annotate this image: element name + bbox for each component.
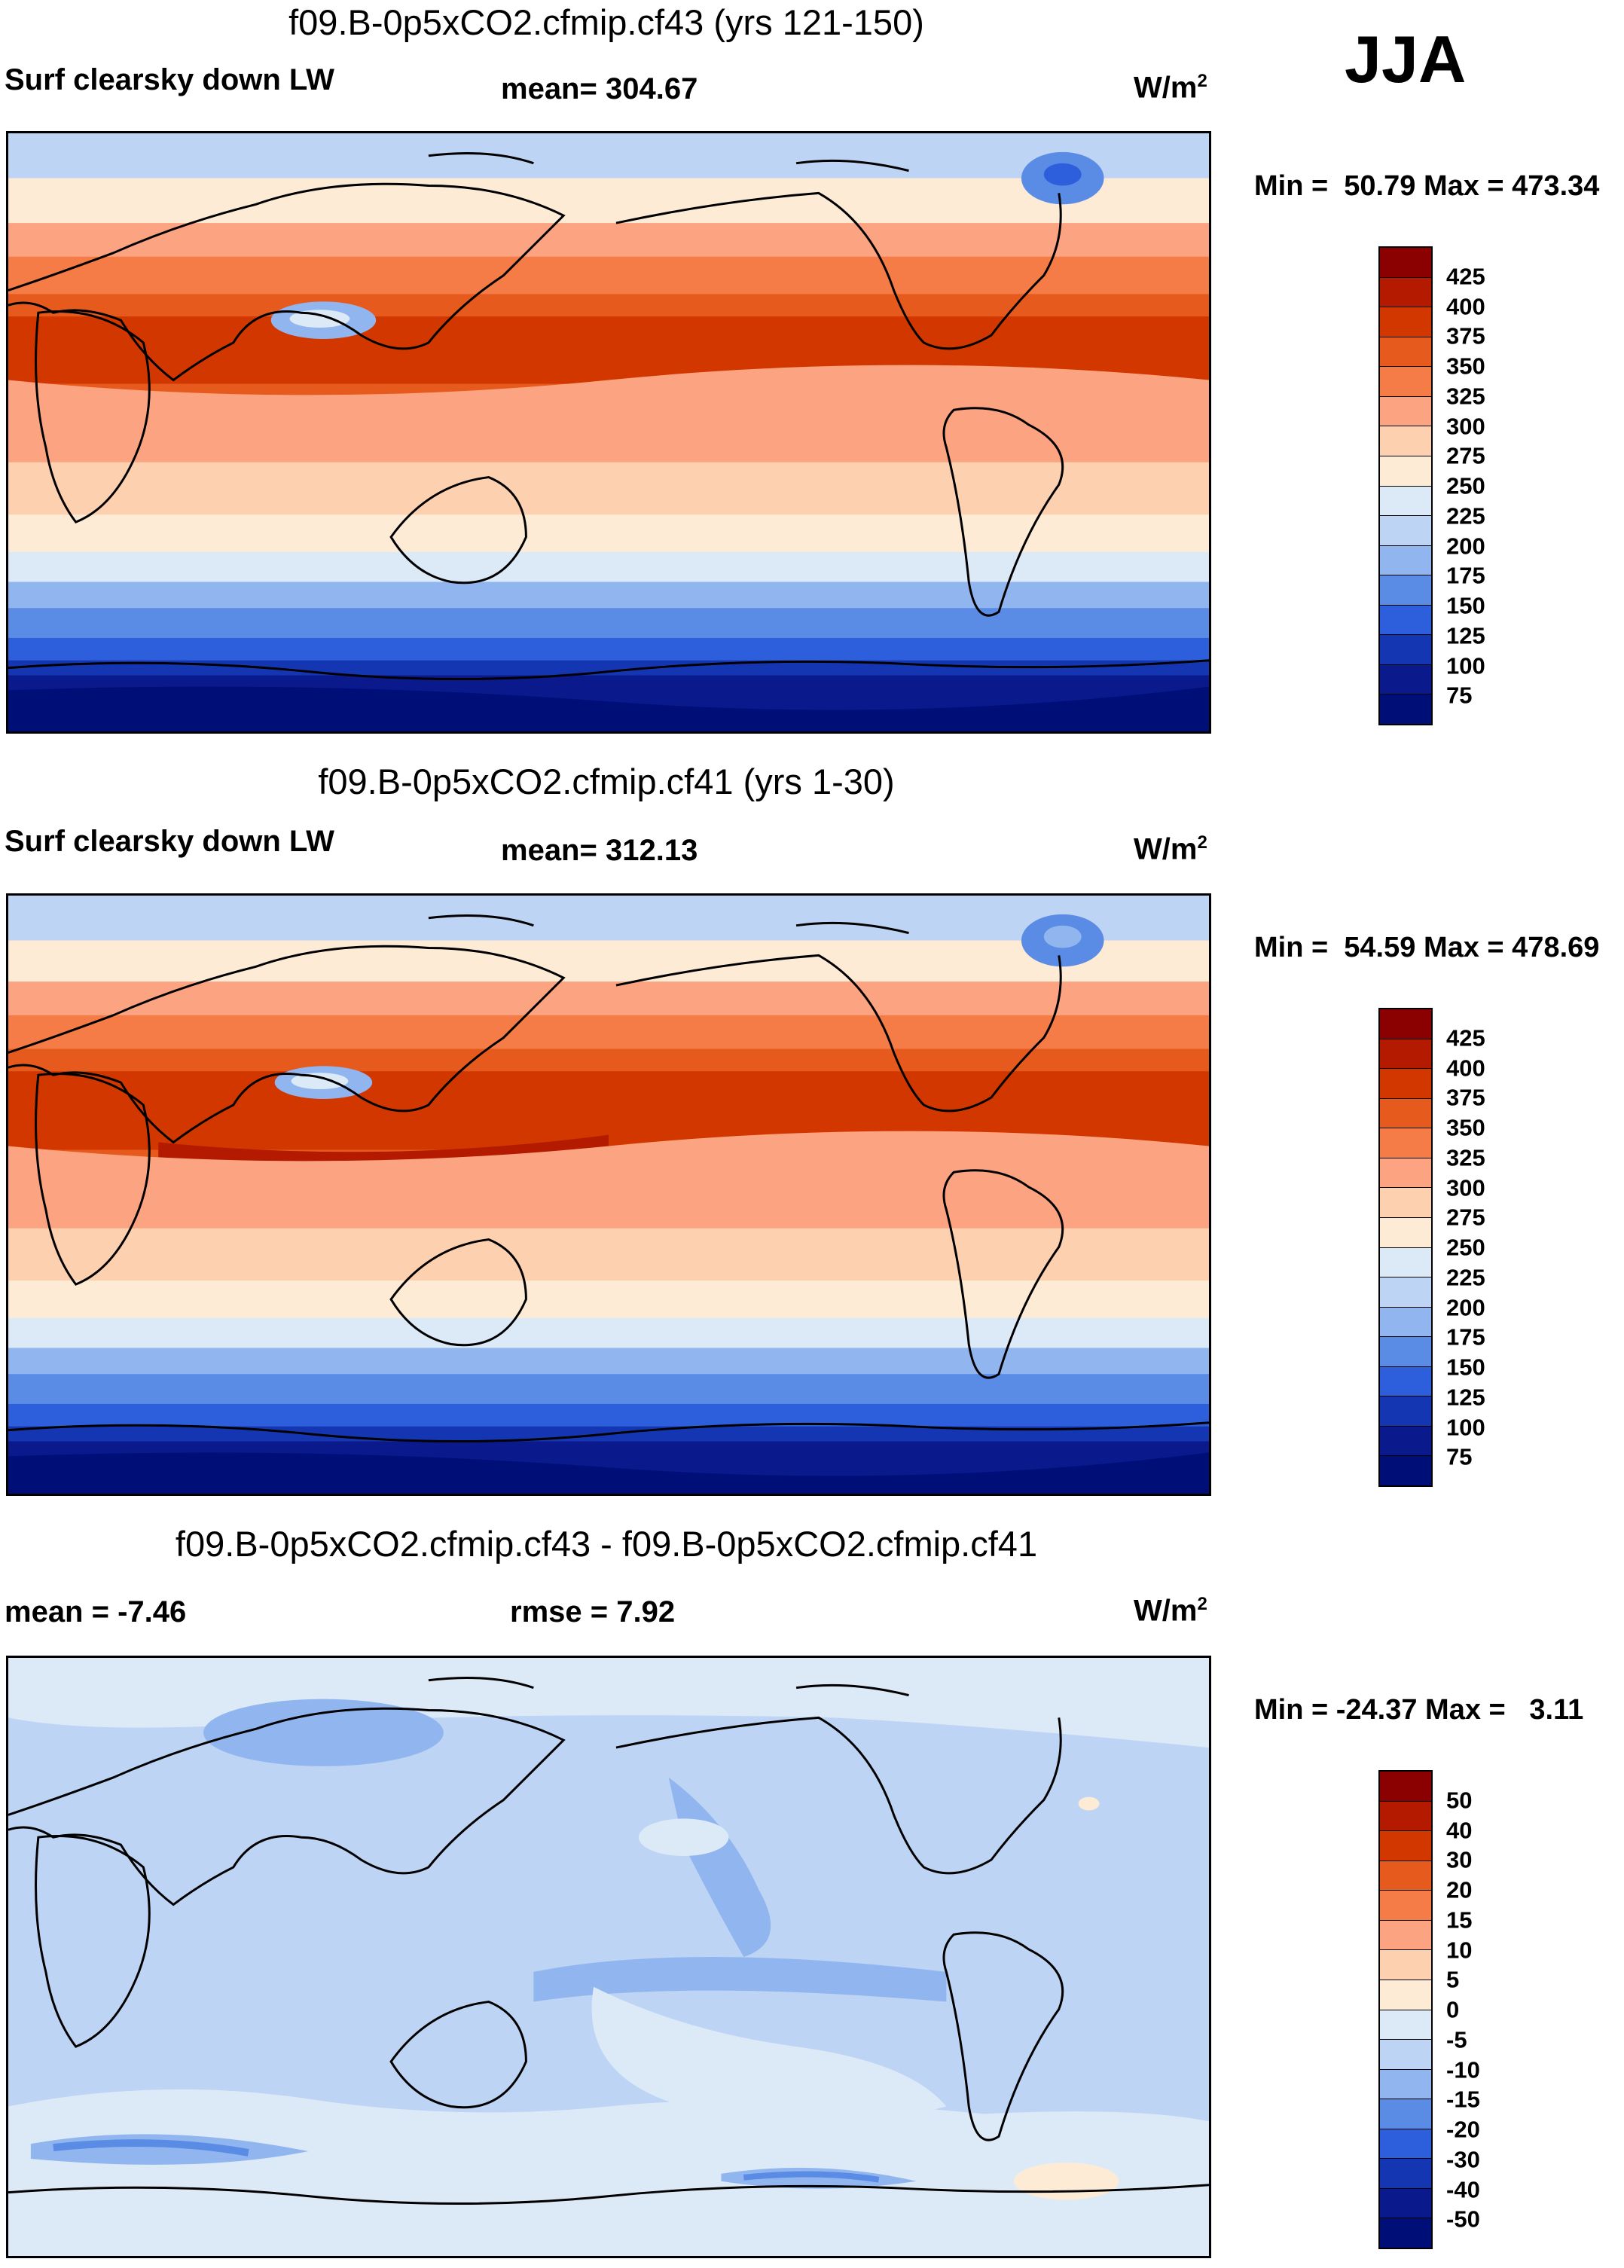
panel-3-mean-label: mean = -7.46: [5, 1595, 187, 1629]
colorbar-tick: 400: [1446, 1055, 1485, 1081]
colorbar-tick: 40: [1446, 1817, 1473, 1843]
colorbar-tick: 20: [1446, 1876, 1473, 1903]
colorbar-tick: 400: [1446, 293, 1485, 319]
colorbar-tick: -10: [1446, 2056, 1480, 2083]
colorbar-tick: 75: [1446, 1443, 1473, 1470]
colorbar-tick: 125: [1446, 622, 1485, 649]
panel-1-mean-label: mean= 304.67: [501, 72, 698, 105]
panel-1-map: [6, 131, 1211, 734]
panel-2-colorbar: [1378, 1008, 1433, 1487]
colorbar-tick: 375: [1446, 322, 1485, 350]
panel-2-title: f09.B-0p5xCO2.cfmip.cf41 (yrs 1-30): [318, 762, 895, 801]
colorbar-tick: 100: [1446, 1414, 1485, 1440]
colorbar-tick: 425: [1446, 263, 1485, 290]
colorbar-tick: -15: [1446, 2086, 1480, 2113]
panel-3-title: f09.B-0p5xCO2.cfmip.cf43 - f09.B-0p5xCO2…: [175, 1524, 1038, 1564]
panel-1-colorbar: [1378, 246, 1433, 725]
colorbar-tick: 325: [1446, 1144, 1485, 1171]
colorbar-tick: 225: [1446, 1264, 1485, 1291]
panel-2-mean-label: mean= 312.13: [501, 834, 698, 867]
colorbar-tick: 250: [1446, 1234, 1485, 1261]
colorbar-tick: -20: [1446, 2116, 1480, 2143]
colorbar-tick: 0: [1446, 1996, 1460, 2023]
panel-3-map: [6, 1656, 1211, 2258]
colorbar-tick: -5: [1446, 2026, 1467, 2053]
colorbar-tick: 175: [1446, 1323, 1485, 1351]
panel-2-map: [6, 893, 1211, 1496]
colorbar-tick: 375: [1446, 1084, 1485, 1111]
panel-3-colorbar: [1378, 1770, 1433, 2249]
panel-1-unit-label: W/m2: [1134, 71, 1207, 105]
colorbar-tick: 175: [1446, 562, 1485, 589]
colorbar-tick: 350: [1446, 1114, 1485, 1141]
colorbar-tick: -50: [1446, 2205, 1480, 2233]
colorbar-tick: 50: [1446, 1787, 1473, 1814]
season-label: JJA: [1345, 22, 1467, 96]
colorbar-tick: 325: [1446, 383, 1485, 410]
panel-2-variable-label: Surf clearsky down LW: [5, 825, 334, 858]
colorbar-tick: -30: [1446, 2146, 1480, 2173]
panel-2-unit-label: W/m2: [1134, 832, 1207, 866]
colorbar-tick: -40: [1446, 2176, 1480, 2202]
colorbar-tick: 10: [1446, 1937, 1473, 1963]
colorbar-tick: 350: [1446, 353, 1485, 380]
colorbar-tick: 150: [1446, 592, 1485, 619]
colorbar-tick: 275: [1446, 442, 1485, 469]
panel-2-minmax: Min = 54.59 Max = 478.69: [1254, 932, 1600, 963]
colorbar-tick: 200: [1446, 1294, 1485, 1320]
colorbar-tick: 250: [1446, 472, 1485, 499]
panel-3-unit-label: W/m2: [1134, 1594, 1207, 1628]
colorbar-tick: 30: [1446, 1846, 1473, 1873]
panel-3-rmse-label: rmse = 7.92: [510, 1595, 676, 1629]
colorbar-tick: 300: [1446, 413, 1485, 439]
colorbar-tick: 100: [1446, 652, 1485, 679]
colorbar-tick: 300: [1446, 1174, 1485, 1201]
colorbar-tick: 150: [1446, 1354, 1485, 1381]
panel-3-minmax: Min = -24.37 Max = 3.11: [1254, 1694, 1584, 1726]
colorbar-tick: 425: [1446, 1024, 1485, 1052]
colorbar-tick: 125: [1446, 1384, 1485, 1411]
panel-1-title: f09.B-0p5xCO2.cfmip.cf43 (yrs 121-150): [288, 2, 924, 42]
colorbar-tick: 200: [1446, 533, 1485, 559]
colorbar-tick: 275: [1446, 1204, 1485, 1231]
panel-1-variable-label: Surf clearsky down LW: [5, 63, 334, 96]
colorbar-tick: 15: [1446, 1906, 1473, 1934]
colorbar-tick: 5: [1446, 1966, 1460, 1993]
colorbar-tick: 75: [1446, 682, 1473, 709]
colorbar-tick: 225: [1446, 502, 1485, 530]
panel-1-minmax: Min = 50.79 Max = 473.34: [1254, 170, 1600, 202]
